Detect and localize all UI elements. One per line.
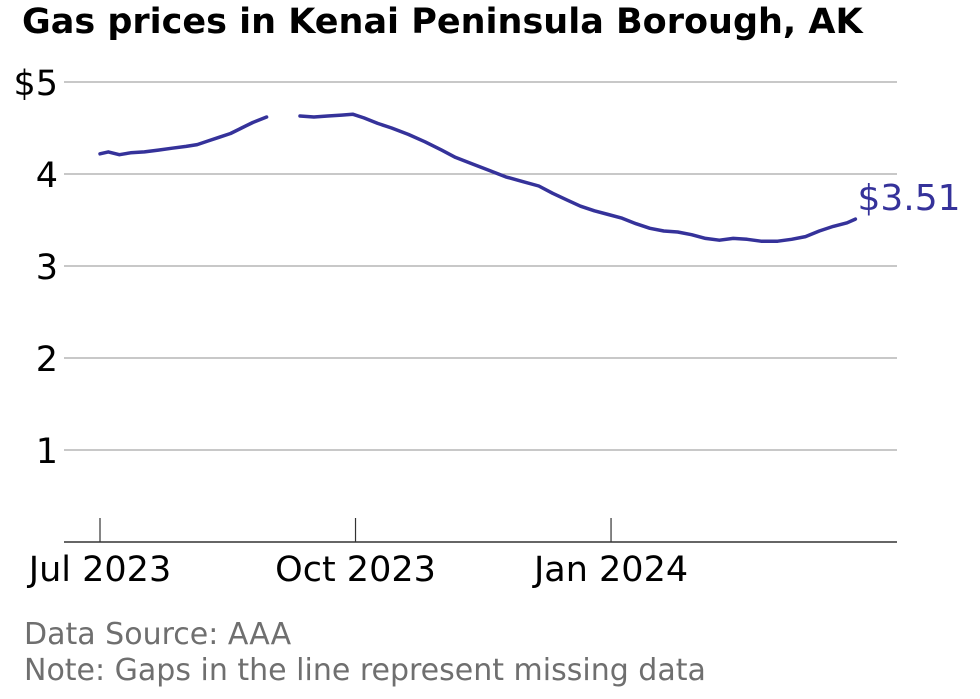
y-tick-label: 3 bbox=[36, 248, 58, 288]
y-tick-label: 4 bbox=[36, 156, 58, 196]
y-tick-label: $5 bbox=[13, 64, 58, 104]
chart-title: Gas prices in Kenai Peninsula Borough, A… bbox=[22, 2, 863, 42]
data-source-note: Data Source: AAA bbox=[24, 617, 292, 652]
line-chart: $5 4 3 2 1 Jul 2023 Oct 2023 Jan 2024 $3.51 bbox=[13, 64, 960, 590]
y-tick-label: 2 bbox=[36, 340, 58, 380]
latest-price-label: $3.51 bbox=[857, 178, 960, 219]
price-line-segment bbox=[98, 115, 269, 157]
x-tick-label: Jan 2024 bbox=[532, 550, 688, 590]
missing-data-note: Note: Gaps in the line represent missing… bbox=[24, 653, 706, 688]
x-tick-label: Jul 2023 bbox=[27, 550, 171, 590]
price-line-segment bbox=[298, 112, 858, 243]
y-tick-label: 1 bbox=[36, 432, 58, 472]
x-tick-label: Oct 2023 bbox=[275, 550, 436, 590]
